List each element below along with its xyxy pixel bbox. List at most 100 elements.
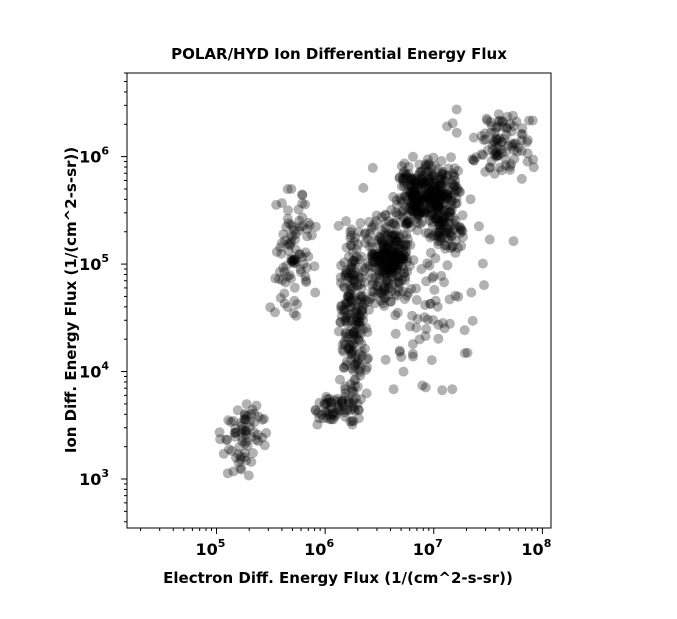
data-point xyxy=(408,186,419,197)
data-point xyxy=(390,259,400,269)
data-point xyxy=(388,218,399,229)
data-point xyxy=(489,149,500,160)
data-point xyxy=(327,409,338,420)
data-point xyxy=(383,276,394,286)
x-tick-label: 107 xyxy=(413,537,443,559)
data-point xyxy=(319,399,330,410)
data-point xyxy=(468,132,479,143)
data-point xyxy=(392,262,403,273)
data-point xyxy=(469,155,479,166)
data-point xyxy=(427,178,438,189)
data-point xyxy=(417,165,428,176)
data-point xyxy=(402,180,413,190)
data-point xyxy=(415,218,426,229)
data-point xyxy=(410,176,421,187)
data-point xyxy=(407,174,418,185)
data-point xyxy=(357,300,368,311)
data-point xyxy=(445,206,456,217)
data-point xyxy=(322,394,333,404)
data-point xyxy=(344,272,355,283)
x-axis-ticks: 105 106 107 108 xyxy=(140,528,551,559)
data-point xyxy=(306,230,317,241)
data-point xyxy=(290,234,300,245)
data-point xyxy=(432,213,443,224)
data-point xyxy=(406,197,417,208)
data-point xyxy=(410,187,421,198)
data-point xyxy=(354,335,365,346)
data-point xyxy=(388,230,399,241)
data-point xyxy=(432,202,443,213)
data-point xyxy=(426,185,437,196)
data-point xyxy=(376,257,387,268)
data-point xyxy=(348,274,358,284)
data-point xyxy=(336,304,347,315)
data-point xyxy=(359,298,370,309)
data-point xyxy=(343,344,354,355)
data-point xyxy=(450,235,461,246)
data-point xyxy=(391,272,402,283)
data-point xyxy=(430,295,441,306)
data-point xyxy=(402,216,413,227)
data-point xyxy=(437,191,447,202)
data-point xyxy=(494,162,505,173)
data-point xyxy=(407,182,418,193)
data-point xyxy=(358,266,369,277)
data-point xyxy=(339,362,350,373)
data-point xyxy=(347,256,358,266)
data-point xyxy=(450,185,461,196)
data-point xyxy=(417,178,428,189)
data-point xyxy=(348,247,358,258)
data-point xyxy=(497,147,508,158)
data-point xyxy=(328,414,339,425)
data-point xyxy=(354,348,365,359)
data-point xyxy=(501,122,512,133)
data-point xyxy=(431,196,442,207)
data-point xyxy=(405,199,416,209)
data-point xyxy=(433,198,444,208)
data-point xyxy=(446,178,457,189)
data-point xyxy=(440,180,451,191)
data-point xyxy=(435,171,446,182)
data-point xyxy=(310,221,321,232)
data-point xyxy=(382,248,393,258)
data-point xyxy=(353,329,364,340)
data-point xyxy=(342,404,353,415)
data-point xyxy=(502,111,513,122)
data-point xyxy=(356,394,366,405)
data-point xyxy=(382,228,393,239)
data-point xyxy=(396,195,407,206)
data-point xyxy=(436,232,447,243)
data-point xyxy=(512,146,523,157)
data-point xyxy=(353,254,364,265)
data-point xyxy=(347,340,358,351)
data-point xyxy=(374,240,385,251)
data-point xyxy=(347,292,358,303)
data-point xyxy=(343,291,354,302)
data-point xyxy=(353,405,364,416)
data-point xyxy=(449,171,460,182)
data-point xyxy=(442,189,452,200)
data-point xyxy=(355,310,366,321)
data-point xyxy=(454,221,465,232)
data-point xyxy=(405,321,416,332)
data-point xyxy=(336,260,347,271)
data-point xyxy=(223,415,234,426)
data-point xyxy=(285,230,296,241)
data-point xyxy=(347,384,358,394)
data-point xyxy=(278,262,289,273)
data-point xyxy=(290,229,301,240)
data-point xyxy=(355,370,366,381)
data-point xyxy=(446,204,457,215)
data-point xyxy=(455,187,466,197)
data-point xyxy=(414,191,425,202)
data-point xyxy=(240,438,251,449)
data-point xyxy=(235,418,246,428)
data-point xyxy=(380,248,391,259)
data-point xyxy=(435,191,446,201)
data-point xyxy=(425,247,436,258)
data-point xyxy=(401,256,412,267)
data-point xyxy=(423,160,434,170)
data-point xyxy=(418,207,429,217)
data-point xyxy=(338,304,349,315)
data-point xyxy=(407,190,418,201)
